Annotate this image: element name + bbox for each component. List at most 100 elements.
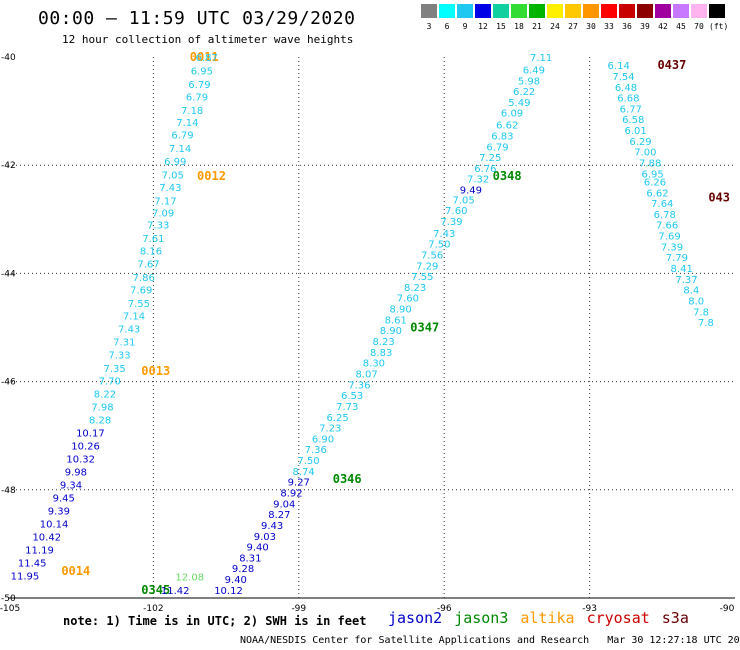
swh-value: 7.73: [336, 402, 358, 413]
swh-value: 8.23: [372, 337, 394, 348]
x-tick-label: -93: [582, 604, 597, 614]
swh-value: 7.37: [675, 275, 697, 286]
swh-value: 7.88: [639, 158, 661, 169]
swh-value: 7.14: [123, 312, 145, 323]
y-tick-label: -50: [1, 594, 16, 604]
pass-label: 0345: [141, 583, 170, 597]
swh-value: 8.28: [89, 415, 111, 426]
swh-value: 7.8: [698, 318, 714, 329]
color-scale-label: 3: [426, 22, 432, 31]
color-scale-label: 12: [478, 22, 488, 31]
y-tick-label: -44: [1, 269, 16, 279]
swh-value: 9.39: [48, 506, 70, 517]
swh-value: 7.18: [181, 106, 203, 117]
swh-value: 7.98: [91, 402, 113, 413]
swh-value: 7.67: [137, 260, 159, 271]
swh-value: 6.29: [629, 137, 651, 148]
swh-value: 7.8: [693, 307, 709, 318]
swh-value: 6.49: [523, 65, 545, 76]
swh-value: 8.4: [683, 286, 699, 297]
swh-value: 8.41: [671, 264, 693, 275]
color-scale-swatch: [601, 4, 617, 18]
swh-value: 9.98: [65, 467, 87, 478]
swh-value: 8.23: [404, 283, 426, 294]
color-scale-label: 42: [658, 22, 668, 31]
swh-value: 7.50: [428, 240, 450, 251]
swh-value: 6.90: [312, 434, 334, 445]
legend-item-jason2: jason2: [388, 609, 443, 627]
swh-value: 7.05: [162, 170, 184, 181]
swh-value: 7.60: [397, 294, 419, 305]
chart-subtitle: 12 hour collection of altimeter wave hei…: [62, 33, 354, 46]
legend-item-s3a: s3a: [661, 609, 689, 627]
swh-value: 9.03: [254, 532, 276, 543]
legend-item-cryosat: cryosat: [586, 609, 650, 627]
swh-value: 6.76: [474, 164, 496, 175]
swh-value: 6.01: [625, 126, 647, 137]
color-scale-swatch: [475, 4, 491, 18]
swh-value: 10.32: [66, 454, 95, 465]
color-scale-label: 24: [550, 22, 560, 31]
swh-value: 10.42: [32, 532, 61, 543]
color-scale-swatch: [709, 4, 725, 18]
swh-value: 7.79: [666, 253, 688, 264]
pass-label: 0347: [410, 321, 439, 335]
color-scale-swatch: [547, 4, 563, 18]
color-scale-swatch: [421, 4, 437, 18]
axes: -105 -102 -99 -96 -93 -90 -40 -42 -44 -46 -48 -50: [0, 53, 735, 614]
swh-value: 7.36: [348, 380, 370, 391]
swh-value: 7.39: [661, 242, 683, 253]
swh-value: 7.69: [658, 232, 680, 243]
pass-label: 0014: [61, 564, 90, 578]
pass-labels: 0011 0012 0013 0014 0345 0346 0347 0348 0437 043: [61, 50, 730, 597]
pass-label: 0346: [333, 472, 362, 486]
swh-value: 7.14: [176, 118, 198, 129]
y-tick-label: -40: [1, 53, 16, 63]
pass-label: 0013: [141, 364, 170, 378]
swh-value: 6.62: [496, 121, 518, 132]
swh-value: 7.29: [416, 261, 438, 272]
swh-value: 6.79: [188, 80, 210, 91]
pass-label: 0437: [657, 58, 686, 72]
swh-value: 11.19: [25, 545, 54, 556]
note-text: note: 1) Time is in UTC; 2) SWH is in fe…: [63, 614, 367, 628]
color-scale-swatch: [655, 4, 671, 18]
swh-value: 7.17: [154, 196, 176, 207]
swh-value: 8.61: [385, 315, 407, 326]
swh-value: 6.14: [608, 61, 630, 72]
swh-value: 8.74: [293, 467, 315, 478]
swh-value: 9.34: [60, 480, 82, 491]
swh-value: 6.62: [646, 188, 668, 199]
swh-value: 8.22: [94, 390, 116, 401]
swh-value: 8.16: [140, 247, 162, 258]
color-scale-label: 30: [586, 22, 596, 31]
swh-value: 11.95: [11, 571, 40, 582]
x-tick-label: -99: [291, 604, 306, 614]
swh-value: 7.11: [530, 53, 552, 64]
color-scale-label: 45: [676, 22, 686, 31]
swh-value: 8.92: [280, 489, 302, 500]
swh-value: 6.09: [501, 109, 523, 120]
color-scale-label: 33: [604, 22, 614, 31]
swh-value: 7.69: [130, 286, 152, 297]
swh-value: 6.77: [620, 104, 642, 115]
swh-value: 7.43: [433, 229, 455, 240]
swh-value: 7.43: [159, 183, 181, 194]
swh-value: 7.39: [440, 217, 462, 228]
color-scale-label: 70: [694, 22, 704, 31]
swh-value: 9.04: [273, 499, 295, 510]
swh-value: 8.07: [356, 369, 378, 380]
color-scale-label: 27: [568, 22, 578, 31]
color-scale-swatch: [619, 4, 635, 18]
swh-value: 6.87: [196, 53, 218, 64]
swh-value: 10.26: [71, 441, 100, 452]
color-scale-swatch: [583, 4, 599, 18]
swh-value: 11.42: [161, 586, 190, 597]
swh-value: 6.79: [486, 142, 508, 153]
y-tick-label: -42: [1, 161, 16, 171]
swh-value: 9.49: [460, 186, 482, 197]
color-scale-label: (ft): [709, 22, 729, 31]
swh-value: 6.99: [164, 157, 186, 168]
legend: jason2 jason3 altika cryosat s3a: [388, 609, 701, 627]
